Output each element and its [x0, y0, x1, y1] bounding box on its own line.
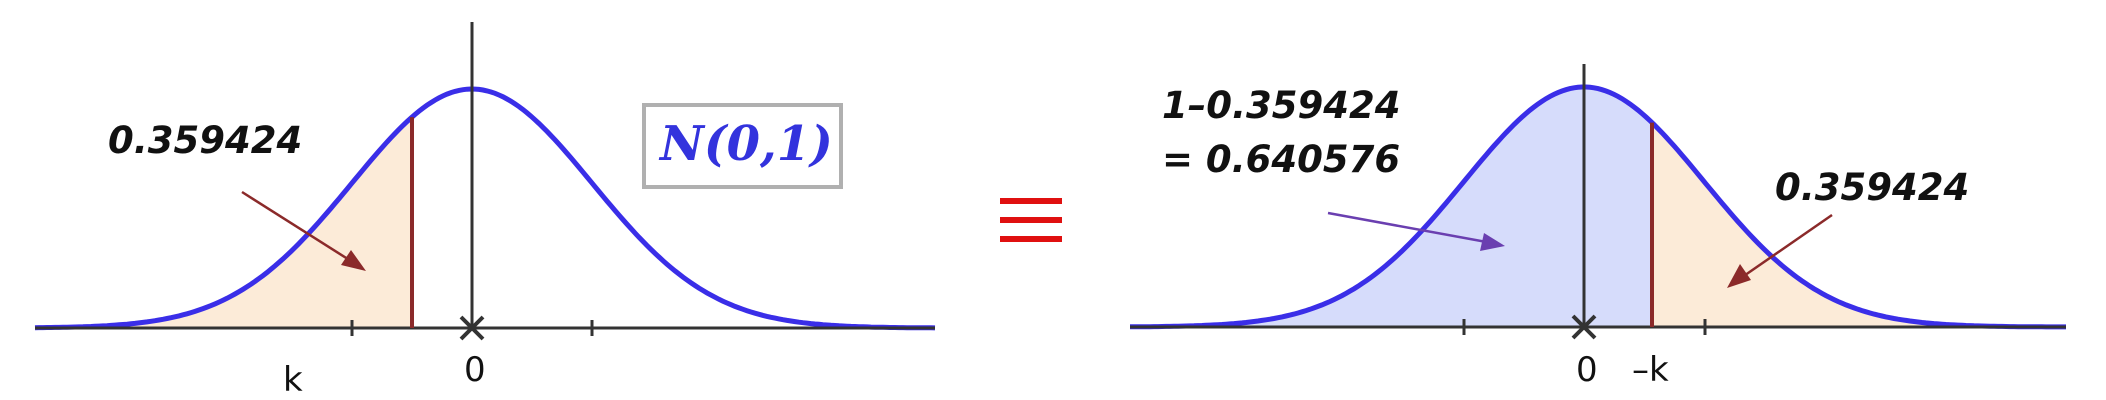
right-bell-curve	[1130, 84, 2066, 330]
left-tick-label-zero: 0	[464, 350, 486, 390]
equivalence-symbol	[1000, 198, 1062, 242]
left-bell-curve	[34, 86, 936, 331]
left-arrow	[241, 190, 363, 270]
right-panel: 1–0.359424 = 0.640576 0.359424 0 –k	[1130, 64, 2066, 390]
right-left-arrowhead	[1480, 233, 1505, 251]
right-zero-marker	[1571, 314, 1597, 340]
right-tick-label-neg-k: –k	[1632, 350, 1669, 390]
right-tail-area-label: 0.359424	[1775, 166, 1969, 209]
right-tail-arrowhead	[1727, 264, 1751, 288]
left-panel: 0.359424 k 0 N(0,1)	[34, 22, 936, 400]
left-arrowhead	[341, 250, 366, 271]
right-left-arrow	[1327, 211, 1493, 245]
right-tick-label-zero: 0	[1576, 350, 1598, 390]
right-left-area-label-line1: 1–0.359424	[1162, 84, 1401, 127]
distribution-label-box	[642, 103, 843, 189]
left-zero-marker	[459, 315, 485, 341]
right-tail-area	[1652, 122, 2064, 327]
distribution-label: N(0,1)	[658, 116, 833, 172]
right-tail-arrow	[1737, 213, 1833, 282]
right-left-area-label-line2: = 0.640576	[1162, 138, 1400, 181]
right-left-area	[1130, 87, 1650, 327]
left-tail-area	[35, 118, 411, 328]
left-area-label: 0.359424	[108, 119, 302, 162]
left-tick-label-k: k	[283, 360, 303, 400]
